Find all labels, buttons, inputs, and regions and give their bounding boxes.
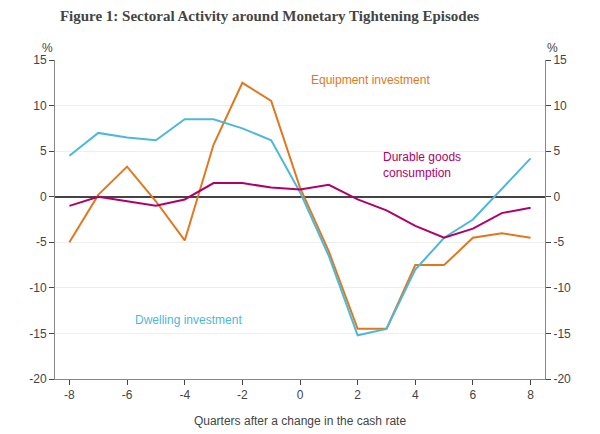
svg-text:15: 15: [33, 53, 47, 67]
svg-text:10: 10: [553, 99, 567, 113]
svg-text:-20: -20: [29, 372, 47, 386]
svg-text:0: 0: [297, 388, 304, 402]
svg-text:%: %: [547, 41, 558, 55]
svg-text:-8: -8: [64, 388, 75, 402]
svg-text:-5: -5: [553, 235, 564, 249]
svg-text:-4: -4: [179, 388, 190, 402]
svg-text:2: 2: [354, 388, 361, 402]
svg-text:4: 4: [412, 388, 419, 402]
svg-text:0: 0: [553, 190, 560, 204]
svg-text:15: 15: [553, 53, 567, 67]
svg-text:-10: -10: [553, 281, 571, 295]
svg-text:6: 6: [470, 388, 477, 402]
svg-text:0: 0: [40, 190, 47, 204]
svg-text:-2: -2: [237, 388, 248, 402]
svg-text:8: 8: [527, 388, 534, 402]
svg-text:Figure 1: Sectoral Activity ar: Figure 1: Sectoral Activity around Monet…: [60, 8, 479, 24]
svg-text:Durable goodsconsumption: Durable goodsconsumption: [383, 150, 461, 180]
svg-text:10: 10: [33, 99, 47, 113]
svg-text:%: %: [42, 41, 53, 55]
svg-text:Quarters after a change in the: Quarters after a change in the cash rate: [194, 414, 406, 428]
svg-text:-10: -10: [29, 281, 47, 295]
svg-text:5: 5: [553, 144, 560, 158]
svg-text:Dwelling investment: Dwelling investment: [135, 313, 242, 327]
svg-text:5: 5: [40, 144, 47, 158]
svg-text:-20: -20: [553, 372, 571, 386]
svg-text:Equipment investment: Equipment investment: [311, 73, 430, 87]
svg-text:-15: -15: [29, 327, 47, 341]
svg-text:-5: -5: [36, 235, 47, 249]
svg-text:-6: -6: [122, 388, 133, 402]
svg-text:-15: -15: [553, 327, 571, 341]
